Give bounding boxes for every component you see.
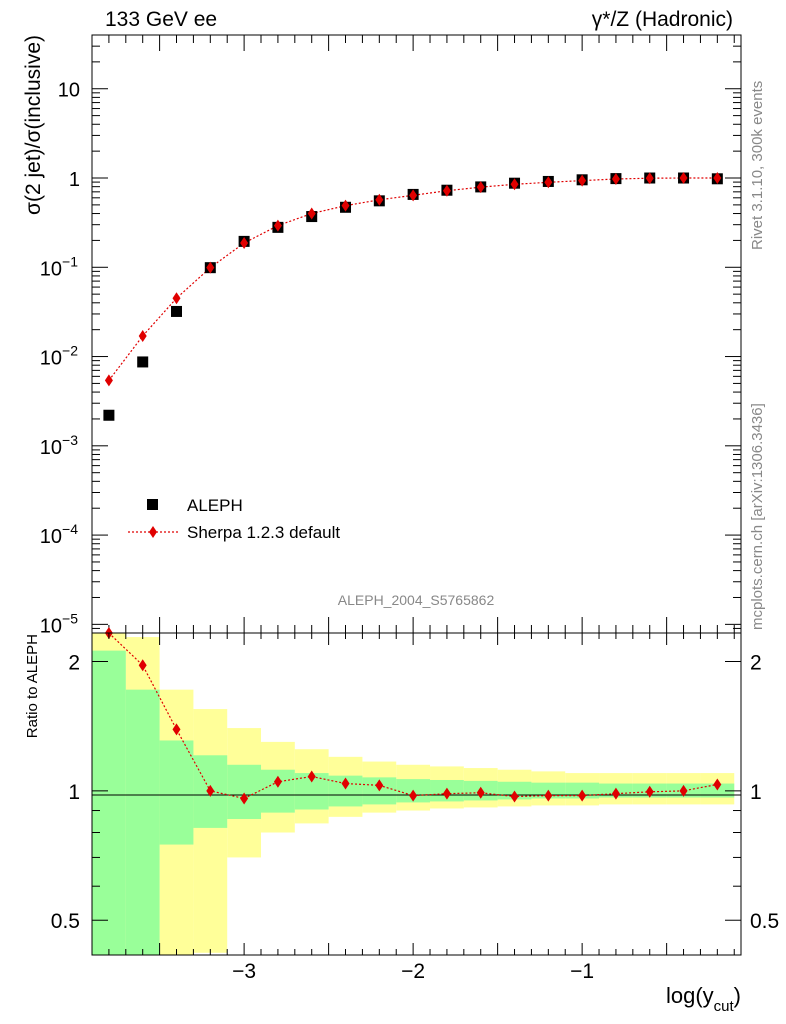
legend-marker-sherpa [149, 526, 157, 538]
ratio-sherpa-point [138, 659, 147, 672]
rivet-version-label: Rivet 3.1.10, 300k events [749, 81, 766, 250]
sherpa-point [138, 329, 147, 342]
ratio-band-inner-bin [700, 783, 735, 798]
sherpa-point [611, 172, 620, 185]
main-y-tick-label: 10−4 [40, 521, 78, 548]
ratio-band-inner-bin [125, 689, 160, 955]
header-left-label: 133 GeV ee [105, 8, 217, 31]
ratio-y-tick-label-right: 2 [750, 652, 762, 675]
sherpa-line [108, 177, 718, 381]
ratio-band-inner-bin [159, 740, 194, 845]
ratio-y-axis-title: Ratio to ALEPH [24, 634, 41, 738]
sherpa-point [104, 374, 113, 387]
ratio-plot-ticks: −3 −2 −1 2 2 1 1 0.5 0.5 [51, 633, 779, 983]
ratio-sherpa-point [240, 792, 249, 805]
sherpa-point [172, 292, 181, 305]
ratio-band-inner-bin [227, 764, 262, 820]
main-y-tick-label: 10−1 [40, 253, 78, 280]
ratio-sherpa-point [544, 789, 553, 802]
main-y-tick-label: 10−2 [40, 343, 78, 370]
ratio-band-outer-bin [193, 709, 228, 953]
legend-label-aleph: ALEPH [187, 496, 243, 515]
sherpa-point [578, 174, 587, 187]
ratio-y-tick-label-right: 0.5 [750, 910, 779, 933]
x-axis-title: log(ycut) [666, 983, 741, 1015]
ratio-sherpa-point [713, 778, 722, 791]
ratio-sherpa-point [442, 787, 451, 800]
sherpa-point [544, 176, 553, 189]
ratio-y-tick-label-left: 2 [68, 652, 80, 675]
sherpa-point [240, 237, 249, 250]
main-y-tick-label: 10−5 [40, 610, 78, 637]
aleph-point [171, 305, 183, 317]
ratio-sherpa-point [476, 786, 485, 799]
sherpa-point [645, 172, 654, 185]
ratio-sherpa-point [172, 723, 181, 736]
aleph-point [103, 409, 115, 421]
ratio-uncertainty-bands [92, 633, 735, 955]
ratio-sherpa-point [611, 787, 620, 800]
main-y-tick-label: 1 [69, 169, 80, 191]
legend-marker-aleph [147, 499, 158, 510]
x-tick-label: −1 [570, 960, 594, 983]
ratio-band-inner-bin [92, 650, 126, 955]
x-axis-title-subscript: cut [714, 998, 735, 1015]
sherpa-point [442, 184, 451, 197]
ratio-plot-frame [91, 632, 742, 956]
ratio-sherpa-point [510, 790, 519, 803]
ratio-sherpa-point [206, 784, 215, 797]
sherpa-point [206, 261, 215, 274]
ratio-sherpa-point [645, 785, 654, 798]
ratio-sherpa-point [341, 777, 350, 790]
sherpa-point [510, 178, 519, 191]
sherpa-point [409, 189, 418, 202]
ratio-sherpa-point [679, 784, 688, 797]
main-y-tick-label: 10−3 [40, 432, 78, 459]
ratio-sherpa-point [307, 770, 316, 783]
x-axis-title-close: ) [734, 983, 741, 1008]
main-plot-frame [91, 34, 742, 634]
sherpa-point [307, 207, 316, 220]
ratio-y-tick-label-left: 1 [68, 781, 80, 804]
sherpa-point [679, 172, 688, 185]
x-tick-label: −3 [232, 960, 256, 983]
analysis-watermark: ALEPH_2004_S5765862 [338, 592, 495, 608]
sherpa-point [341, 199, 350, 212]
ratio-sherpa-point [273, 775, 282, 788]
x-axis-title-main: log(y [666, 983, 714, 1008]
legend-label-sherpa: Sherpa 1.2.3 default [187, 523, 340, 542]
sherpa-point [273, 219, 282, 232]
header-right-label: γ*/Z (Hadronic) [592, 8, 733, 31]
main-plot-ticks: 10 1 10−1 10−2 10−3 10−4 10−5 [40, 34, 741, 637]
ratio-sherpa-point [409, 789, 418, 802]
mcplots-label: mcplots.cern.ch [arXiv:1306.3436] [749, 403, 766, 630]
main-plot-area [103, 172, 723, 421]
main-y-axis-title: σ(2 jet)/σ(inclusive) [22, 35, 45, 215]
ratio-sherpa-point [375, 779, 384, 792]
ratio-sherpa-point [578, 789, 587, 802]
main-y-tick-label: 10 [58, 80, 80, 102]
sherpa-point [713, 172, 722, 185]
ratio-y-tick-label-left: 0.5 [51, 910, 80, 933]
sherpa-point [375, 193, 384, 206]
legend: ALEPH Sherpa 1.2.3 default [128, 496, 340, 542]
aleph-point [137, 356, 149, 368]
ratio-y-tick-label-right: 1 [750, 781, 762, 804]
x-tick-label: −2 [401, 960, 425, 983]
sherpa-point [476, 181, 485, 194]
